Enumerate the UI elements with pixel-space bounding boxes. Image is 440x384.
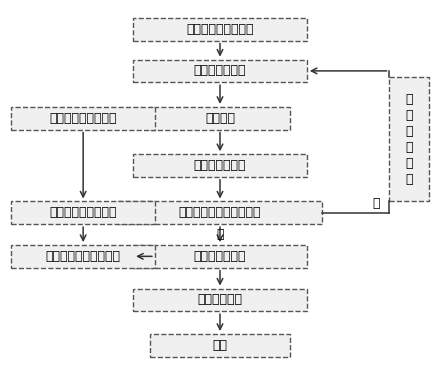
FancyBboxPatch shape [133,154,307,177]
FancyBboxPatch shape [133,60,307,82]
Text: 分析和评估地震资料: 分析和评估地震资料 [49,112,117,125]
Text: 结构应力分析: 结构应力分析 [198,293,242,306]
FancyBboxPatch shape [389,76,429,202]
Text: 校核: 校核 [213,339,227,352]
Text: 网格划分: 网格划分 [205,112,235,125]
FancyBboxPatch shape [11,107,155,129]
FancyBboxPatch shape [133,288,307,311]
FancyBboxPatch shape [11,202,155,224]
Text: 有限元三维建模: 有限元三维建模 [194,65,246,78]
FancyBboxPatch shape [133,245,307,268]
Text: 约束及载荷施加: 约束及载荷施加 [194,159,246,172]
Text: 是: 是 [216,228,224,241]
Text: 与其它载荷组合: 与其它载荷组合 [194,250,246,263]
Text: 确定和设计地震反应谱: 确定和设计地震反应谱 [46,250,121,263]
FancyBboxPatch shape [133,18,307,41]
FancyBboxPatch shape [118,202,322,224]
Text: 检
查
修
改
模
型: 检 查 修 改 模 型 [405,93,413,185]
FancyBboxPatch shape [150,334,290,357]
Text: 模型泵工况载荷分析: 模型泵工况载荷分析 [186,23,254,36]
FancyBboxPatch shape [11,245,155,268]
Text: 模态计算与试验对比合理: 模态计算与试验对比合理 [179,206,261,219]
Text: 确定地面峰值加速度: 确定地面峰值加速度 [49,206,117,219]
FancyBboxPatch shape [150,107,290,129]
Text: 否: 否 [373,197,380,210]
